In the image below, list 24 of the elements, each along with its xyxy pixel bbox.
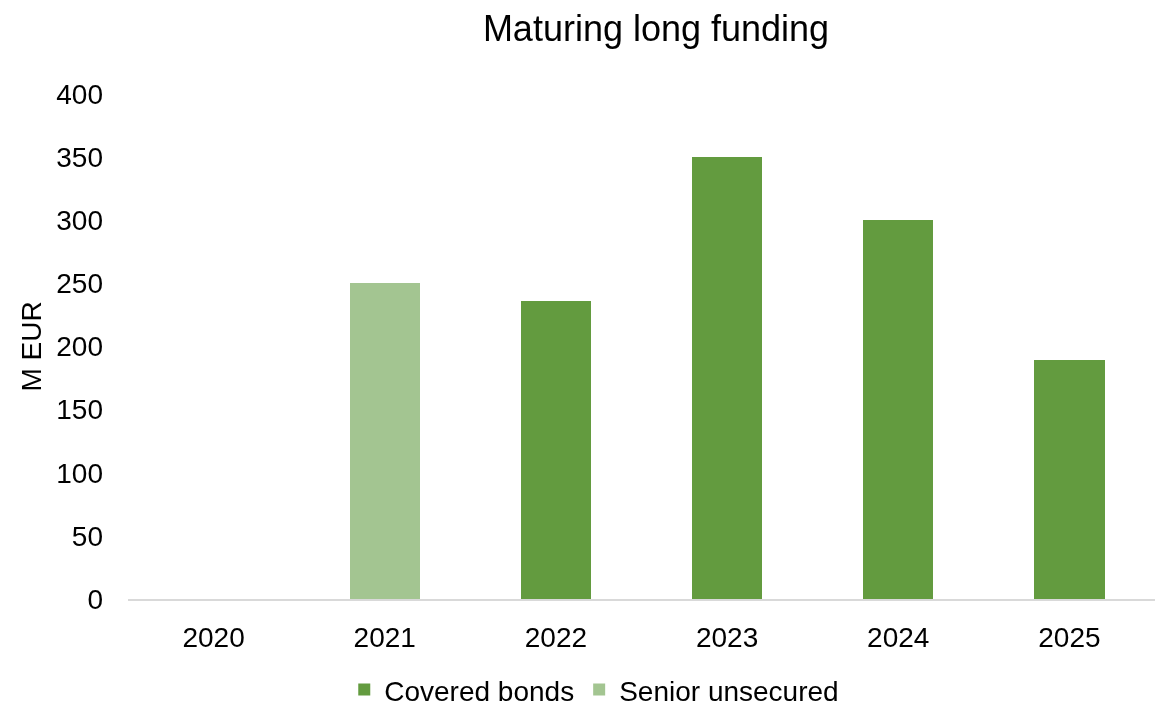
x-tick-label: 2022 (524, 621, 588, 653)
y-tick-label: 50 (71, 520, 103, 552)
chart-title: Maturing long funding (482, 7, 830, 49)
x-tick-label: 2025 (1038, 621, 1101, 653)
bar (691, 157, 763, 599)
x-tick-label: 2024 (867, 621, 930, 653)
bar (349, 283, 420, 599)
bar (863, 220, 934, 599)
y-tick-label: 400 (56, 78, 103, 110)
x-tick-label: 2023 (695, 621, 759, 653)
y-tick-label: 150 (56, 394, 103, 426)
x-tick-label: 2021 (353, 621, 416, 653)
y-tick-label: 250 (56, 268, 103, 300)
y-tick-label: 100 (56, 457, 103, 489)
bar (1034, 360, 1105, 599)
y-tick-label: 300 (56, 205, 103, 237)
y-tick-label: 0 (87, 583, 103, 615)
bar (520, 301, 592, 599)
legend-label: Senior unsecured (619, 675, 839, 704)
y-axis-title: M EUR (15, 301, 47, 392)
y-tick-label: 200 (56, 331, 103, 363)
legend-label: Covered bonds (384, 675, 575, 704)
x-tick-label: 2020 (182, 621, 245, 653)
y-tick-label: 350 (56, 141, 103, 173)
